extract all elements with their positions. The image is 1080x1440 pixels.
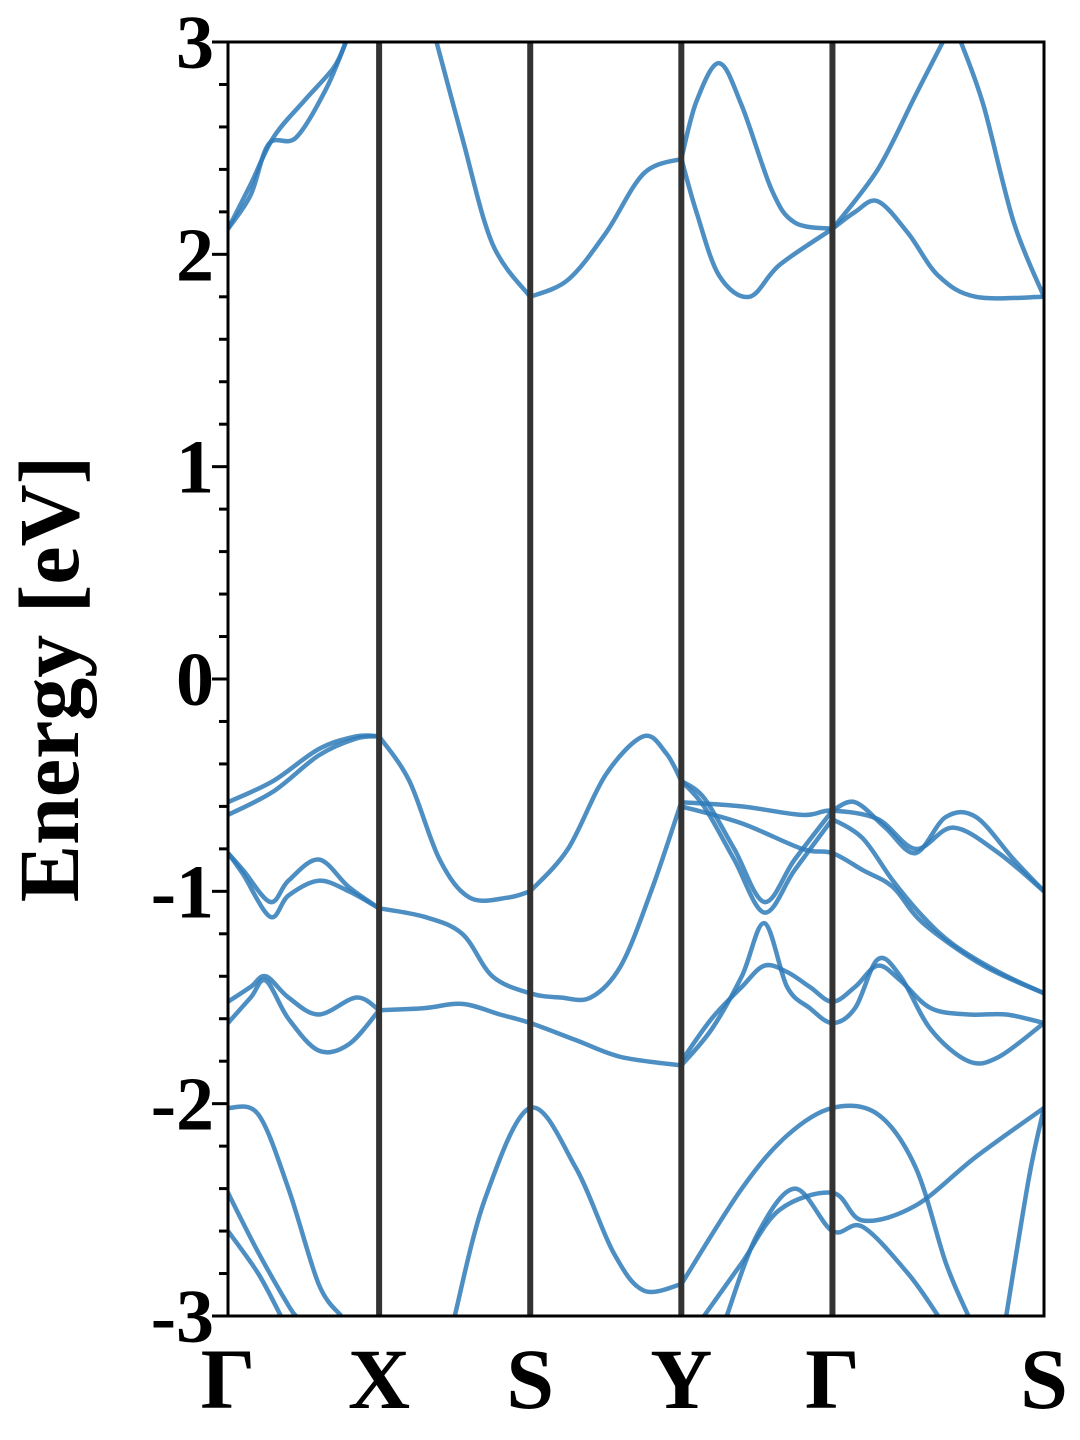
band-line-24 [228,977,382,1055]
band-line-16 [679,799,1044,894]
band-line-21 [228,850,382,920]
band-line-8 [830,42,946,232]
band-line-13 [527,733,684,894]
band-line-29 [228,1190,299,1316]
y-tick-label: 0 [176,638,214,722]
y-tick-label: -3 [151,1275,214,1359]
band-line-28 [228,1104,344,1316]
band-line-26 [679,920,1044,1068]
band-line-9 [958,42,1044,300]
band-line-6 [679,156,835,300]
band-line-1 [228,42,349,232]
y-axis-title: Energy [eV] [1,456,97,903]
band-line-18 [830,799,1044,894]
y-ticks [212,40,228,1318]
band-line-14 [679,778,835,905]
band-line-19 [830,816,1044,996]
kpoint-label: Y [650,1331,712,1427]
band-line-4 [527,156,684,300]
y-tick-label: 1 [176,426,214,510]
band-line-7 [830,198,1044,301]
band-line-20 [228,850,382,911]
band-line-30 [228,1228,284,1316]
band-line-5 [679,60,835,232]
kpoint-label: S [1020,1331,1068,1427]
band-line-3 [434,42,533,300]
kpoint-label: X [348,1331,410,1427]
band-line-33 [701,1105,1044,1316]
plot-frame [226,40,1046,1318]
band-line-31 [452,1105,684,1316]
y-tick-label: 3 [176,1,214,85]
band-line-23 [228,973,382,1017]
band-lines [228,42,1044,1316]
y-tick-labels: 3 2 1 0 -1 -2 -3 [151,1,214,1359]
band-line-2 [228,42,349,232]
band-line-32 [679,1103,971,1316]
kpoint-label: S [506,1331,554,1427]
kpath-lines [376,42,836,1316]
kpoint-label: Γ [201,1331,256,1427]
band-line-25 [376,1001,684,1068]
band-line-35 [1003,1105,1044,1316]
band-line-12 [376,734,533,904]
y-tick-label: -1 [151,850,214,934]
band-line-22 [376,799,684,1003]
kpoint-label: Γ [805,1331,860,1427]
y-tick-label: -2 [151,1063,214,1147]
band-line-11 [228,734,382,818]
y-tick-label: 2 [176,213,214,297]
band-line-27 [679,962,1044,1064]
